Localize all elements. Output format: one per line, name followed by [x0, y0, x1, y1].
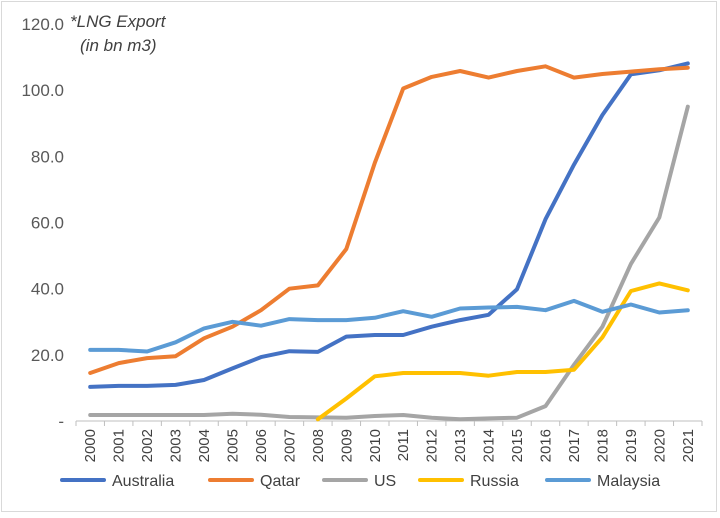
legend-label: US: [374, 473, 396, 490]
series-line-australia: [88, 61, 690, 389]
x-axis: 2000 2001 2002 2003 2004 2005 2006 2007 2008 2009…: [75, 420, 703, 462]
x-tick-label: 2012: [424, 429, 441, 462]
y-axis: - 20.0 40.0 60.0 80.0 100.0 120.0: [21, 15, 64, 431]
legend-item-qatar: Qatar: [208, 473, 301, 490]
x-tick-label: 2003: [168, 429, 185, 462]
x-tick-label: 2007: [281, 429, 298, 462]
legend-item-australia: Australia: [60, 473, 174, 490]
x-tick-label: 2004: [196, 429, 213, 462]
x-tick-label: 2014: [481, 429, 498, 462]
x-tick-label: 2021: [680, 429, 697, 462]
x-tick-label: 2009: [338, 429, 355, 462]
x-tick-label: 2013: [452, 429, 469, 462]
chart-title-line-2: (in bn m3): [80, 36, 157, 55]
series-line-us: [88, 104, 690, 422]
x-tick-label: 2005: [225, 429, 242, 462]
x-tick-label: 2020: [651, 429, 668, 462]
legend-label: Australia: [112, 473, 174, 490]
x-tick-label: 2017: [566, 429, 583, 462]
y-tick-label: -: [58, 412, 64, 431]
x-tick-label: 2001: [111, 429, 128, 462]
x-tick-label: 2000: [82, 429, 99, 462]
y-tick-label: 20.0: [31, 346, 64, 365]
series-lines: [88, 61, 690, 422]
legend-label: Russia: [470, 473, 519, 490]
x-tick-label: 2008: [310, 429, 327, 462]
x-tick-label: 2010: [367, 429, 384, 462]
x-tick-label: 2011: [395, 429, 412, 461]
x-tick-label: 2002: [139, 429, 156, 462]
series-line-russia: [315, 281, 690, 422]
x-tick-label: 2018: [594, 429, 611, 462]
y-tick-label: 120.0: [21, 15, 64, 34]
x-tick-label: 2019: [623, 429, 640, 462]
legend-item-malaysia: Malaysia: [545, 473, 660, 490]
x-tick-label: 2015: [509, 429, 526, 462]
legend-label: Qatar: [260, 473, 301, 490]
y-tick-label: 40.0: [31, 280, 64, 299]
series-line-malaysia: [88, 298, 690, 354]
chart-title-line-1: *LNG Export: [70, 12, 167, 31]
y-tick-label: 60.0: [31, 214, 64, 233]
legend-item-us: US: [322, 473, 396, 490]
legend-label: Malaysia: [597, 473, 660, 490]
x-tick-label: 2006: [253, 429, 270, 462]
legend-item-russia: Russia: [418, 473, 519, 490]
series-line-qatar: [88, 64, 690, 375]
y-tick-label: 80.0: [31, 147, 64, 166]
x-tick-label: 2016: [538, 429, 555, 462]
legend: Australia Qatar US Russia Malaysia: [60, 473, 660, 490]
chart-title: *LNG Export (in bn m3): [70, 12, 167, 55]
y-tick-label: 100.0: [21, 81, 64, 100]
